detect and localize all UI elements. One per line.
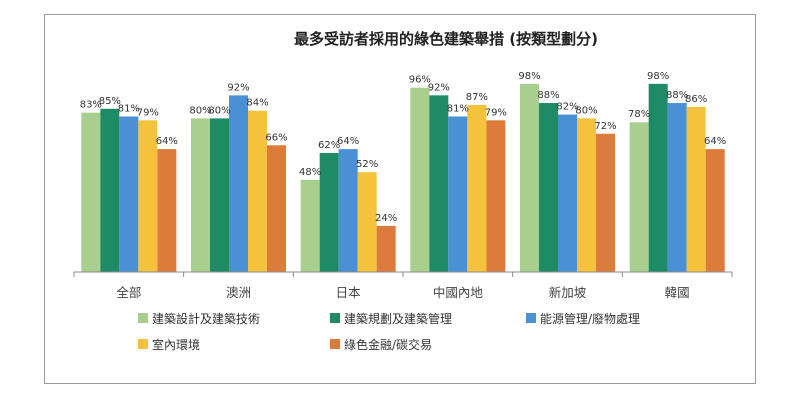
bar <box>338 149 358 272</box>
data-label: 87% <box>466 92 488 103</box>
legend-label: 建築設計及建築技術 <box>152 311 260 326</box>
bar <box>357 172 377 272</box>
data-label: 84% <box>246 98 268 109</box>
data-label: 83% <box>80 100 102 111</box>
legend-label: 能源管理/廢物處理 <box>540 311 640 326</box>
bar <box>319 152 339 272</box>
bar <box>81 112 101 272</box>
data-label: 80% <box>189 105 211 116</box>
legend-label: 建築規劃及建築管理 <box>344 311 452 326</box>
bar <box>520 83 539 272</box>
data-label: 66% <box>265 132 287 143</box>
data-label: 79% <box>485 107 507 118</box>
bar <box>138 120 158 272</box>
bar <box>210 118 229 273</box>
legend-swatch <box>138 313 148 323</box>
data-label: 88% <box>537 90 559 101</box>
data-label: 80% <box>208 105 230 116</box>
chart-title: 最多受訪者採用的綠色建築舉措 (按類型劃分) <box>294 30 598 48</box>
data-label: 64% <box>704 136 726 147</box>
data-label: 64% <box>337 136 359 147</box>
data-label: 96% <box>409 75 431 86</box>
data-label: 52% <box>356 159 378 170</box>
bar <box>410 87 430 273</box>
data-label: 48% <box>299 167 321 178</box>
bar <box>191 118 210 273</box>
bar <box>267 145 286 272</box>
bar <box>429 95 449 272</box>
bars-layer <box>81 83 725 273</box>
x-axis-ticks <box>73 272 733 277</box>
bar <box>157 149 177 272</box>
bar <box>248 110 267 272</box>
data-label: 92% <box>227 82 249 93</box>
data-label: 79% <box>137 107 159 118</box>
data-label: 88% <box>666 90 688 101</box>
legend-swatch <box>526 313 536 323</box>
bar <box>467 104 487 273</box>
bar <box>648 83 668 272</box>
bar <box>229 95 248 272</box>
data-label: 85% <box>99 96 121 107</box>
bar <box>448 116 468 272</box>
category-label: 韓國 <box>665 285 690 300</box>
bar <box>596 133 615 272</box>
bar <box>705 149 725 272</box>
data-label: 62% <box>318 140 340 151</box>
bar <box>577 118 596 273</box>
bar <box>300 179 320 272</box>
legend-label: 綠色金融/碳交易 <box>344 337 432 352</box>
legend-swatch <box>330 313 340 323</box>
category-label: 新加坡 <box>549 285 587 300</box>
bar <box>100 108 120 272</box>
data-label: 81% <box>447 103 469 114</box>
value-labels-layer: 83%85%81%79%64%80%80%92%84%66%48%62%64%5… <box>80 71 727 224</box>
data-label: 24% <box>375 213 397 224</box>
bar <box>376 225 396 272</box>
legend-swatch <box>138 339 148 349</box>
category-label: 中國內地 <box>433 285 484 300</box>
bar <box>558 114 577 272</box>
bar <box>686 106 706 272</box>
category-label: 全部 <box>116 285 141 300</box>
category-label: 澳洲 <box>226 285 251 300</box>
legend-swatch <box>330 339 340 349</box>
data-label: 64% <box>156 136 178 147</box>
data-label: 86% <box>685 94 707 105</box>
bar <box>667 103 687 272</box>
data-label: 82% <box>556 102 578 113</box>
category-labels: 全部 澳洲 日本 中國內地 新加坡 韓國 <box>116 285 689 300</box>
bar <box>119 116 139 272</box>
data-label: 92% <box>428 82 450 93</box>
data-label: 78% <box>628 109 650 120</box>
data-label: 80% <box>575 105 597 116</box>
data-label: 98% <box>647 71 669 82</box>
category-label: 日本 <box>336 285 362 300</box>
data-label: 72% <box>594 121 616 132</box>
bar <box>539 103 558 272</box>
bar <box>629 122 649 273</box>
bar <box>486 120 506 272</box>
legend-label: 室內環境 <box>152 337 200 352</box>
data-label: 98% <box>518 71 540 82</box>
data-label: 81% <box>118 103 140 114</box>
